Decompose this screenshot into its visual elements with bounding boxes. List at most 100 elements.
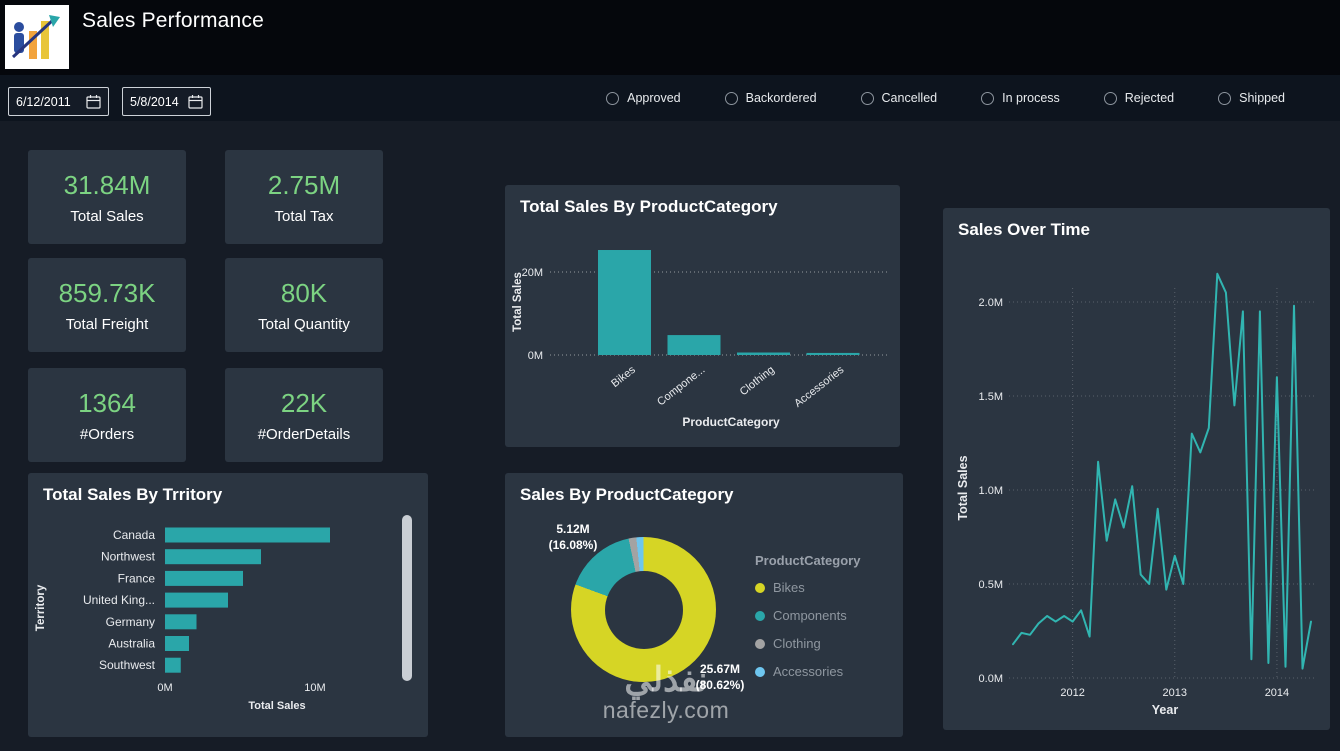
bar-northwest[interactable]	[165, 549, 261, 565]
y-axis-title: Territory	[35, 584, 47, 631]
territory-label: Australia	[108, 637, 155, 651]
radio-label: In process	[1002, 91, 1060, 105]
legend-label: Bikes	[773, 580, 805, 595]
panel-sales-over-time: Sales Over Time 0.0M 0.5M 1.0M 1.5M 2.0M 2012…	[943, 208, 1330, 730]
x-tick-label: 2012	[1060, 687, 1084, 699]
page-title: Sales Performance	[82, 9, 264, 32]
kpi-value: 1364	[78, 387, 136, 418]
radio-shipped[interactable]: Shipped	[1218, 91, 1285, 105]
y-tick-label: 20M	[522, 267, 543, 279]
radio-circle-icon	[724, 91, 738, 105]
x-category-label: Compone...	[655, 364, 707, 408]
x-category-label: Clothing	[738, 364, 777, 398]
radio-label: Cancelled	[881, 91, 938, 105]
legend-title: ProductCategory	[755, 553, 861, 568]
y-axis-title: Total Sales	[956, 455, 970, 520]
radio-rejected[interactable]: Rejected	[1103, 91, 1174, 105]
chart-title: Sales Over Time	[958, 220, 1090, 239]
logo-graphic	[5, 5, 69, 69]
sales-line[interactable]	[1012, 272, 1312, 670]
legend-item-components[interactable]: Components	[755, 608, 860, 623]
legend-dot-icon	[755, 666, 765, 677]
radio-backordered[interactable]: Backordered	[724, 91, 817, 105]
radio-in-process[interactable]: In process	[981, 91, 1060, 105]
territory-bar-chart: Canada Northwest France United King... Germa…	[35, 527, 330, 712]
date-to-value: 5/8/2014	[130, 94, 179, 109]
x-axis-title: Year	[1152, 703, 1179, 717]
header: Sales Performance	[0, 0, 1340, 75]
app-logo	[5, 5, 69, 69]
chart-title: Total Sales By Trritory	[43, 485, 223, 504]
kpi-label: Total Quantity	[258, 315, 350, 333]
chart-title: Sales By ProductCategory	[520, 485, 734, 504]
legend-item-clothing[interactable]: Clothing	[755, 636, 860, 651]
kpi-label: Total Freight	[65, 315, 149, 333]
radio-approved[interactable]: Approved	[606, 91, 681, 105]
bar-australia[interactable]	[165, 636, 189, 651]
sales-over-time-line-chart: 0.0M 0.5M 1.0M 1.5M 2.0M 2012 2013 2014 Total Sa…	[956, 272, 1317, 717]
legend-dot-icon	[755, 610, 765, 621]
kpi-total-tax[interactable]: 2.75M Total Tax	[225, 150, 383, 244]
legend-item-bikes[interactable]: Bikes	[755, 580, 860, 595]
bar-accessories[interactable]	[806, 352, 860, 355]
kpi-value: 31.84M	[63, 169, 151, 200]
kpi-total-sales[interactable]: 31.84M Total Sales	[28, 150, 186, 244]
legend-dot-icon	[755, 638, 765, 649]
date-to-input[interactable]: 5/8/2014	[122, 87, 211, 116]
kpi-label: Total Sales	[70, 207, 144, 225]
chart-title: Total Sales By ProductCategory	[520, 197, 778, 216]
chart-legend: ProductCategory Bikes Components Clothing A…	[755, 553, 860, 692]
radio-circle-icon	[981, 91, 995, 105]
territory-label: Canada	[113, 528, 155, 542]
donut-label-components: 5.12M (16.08%)	[548, 522, 598, 553]
bar-united-king-[interactable]	[165, 592, 228, 608]
legend-label: Accessories	[773, 664, 844, 679]
panel-sales-by-productcategory-donut: Sales By ProductCategory 5.12M (16.08%) 2…	[505, 473, 903, 737]
kpi-orderdetails[interactable]: 22K #OrderDetails	[225, 368, 383, 462]
radio-label: Backordered	[745, 91, 817, 105]
date-from-value: 6/12/2011	[16, 94, 71, 109]
donut-chart[interactable]	[571, 537, 716, 682]
radio-circle-icon	[606, 91, 620, 105]
bar-southwest[interactable]	[165, 657, 181, 673]
x-axis-title: ProductCategory	[682, 415, 780, 429]
date-from-input[interactable]: 6/12/2011	[8, 87, 109, 116]
calendar-icon[interactable]	[188, 94, 203, 109]
kpi-total-freight[interactable]: 859.73K Total Freight	[28, 258, 186, 352]
status-filter-group: Approved Backordered Cancelled In proces…	[606, 75, 1340, 121]
y-tick-label: 0.0M	[979, 673, 1003, 685]
kpi-value: 80K	[280, 277, 328, 308]
radio-circle-icon	[860, 91, 874, 105]
bar-bikes[interactable]	[598, 250, 651, 355]
radio-label: Approved	[627, 91, 681, 105]
legend-item-accessories[interactable]: Accessories	[755, 664, 860, 679]
radio-circle-icon	[1218, 91, 1232, 105]
bar-france[interactable]	[165, 570, 243, 586]
chart-scrollbar[interactable]	[402, 515, 412, 681]
y-tick-label: 0M	[528, 350, 543, 362]
y-tick-label: 1.5M	[979, 391, 1003, 403]
y-tick-label: 2.0M	[979, 297, 1003, 309]
bar-canada[interactable]	[165, 527, 330, 543]
legend-label: Components	[773, 608, 847, 623]
radio-label: Shipped	[1239, 91, 1285, 105]
bar-compone...[interactable]	[667, 335, 721, 355]
kpi-value: 2.75M	[267, 169, 341, 200]
calendar-icon[interactable]	[86, 94, 101, 109]
bar-germany[interactable]	[165, 614, 197, 630]
kpi-total-quantity[interactable]: 80K Total Quantity	[225, 258, 383, 352]
bar-clothing[interactable]	[737, 352, 790, 355]
y-tick-label: 1.0M	[979, 485, 1003, 497]
y-axis-title: Total Sales	[512, 272, 524, 332]
territory-label: Germany	[106, 615, 155, 629]
radio-cancelled[interactable]: Cancelled	[860, 91, 938, 105]
territory-label: France	[118, 571, 156, 585]
x-tick-label: 10M	[304, 682, 325, 694]
x-tick-label: 2013	[1163, 687, 1187, 699]
x-axis-title: Total Sales	[248, 700, 305, 712]
x-category-label: Bikes	[609, 364, 638, 390]
kpi-orders[interactable]: 1364 #Orders	[28, 368, 186, 462]
kpi-label: #OrderDetails	[257, 425, 351, 443]
territory-label: United King...	[83, 593, 155, 607]
x-category-label: Accessories	[792, 364, 847, 410]
